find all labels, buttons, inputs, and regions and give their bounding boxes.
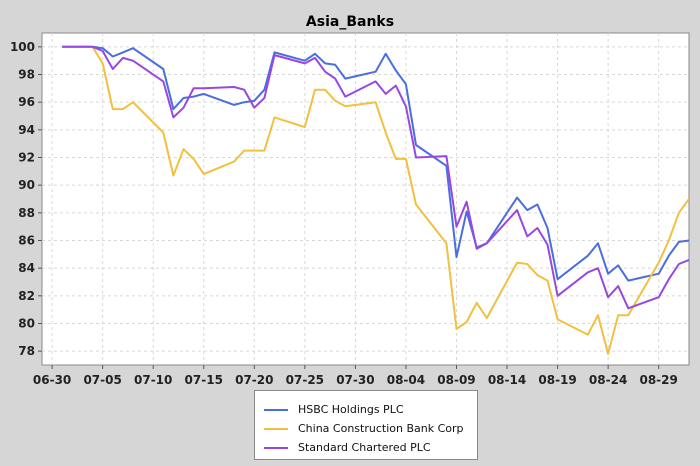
legend-swatch-ccb bbox=[264, 427, 288, 430]
y-tick-label: 82 bbox=[18, 289, 35, 303]
y-tick-label: 90 bbox=[18, 178, 35, 192]
y-tick-label: 92 bbox=[18, 151, 35, 165]
series-line-0 bbox=[62, 45, 690, 282]
axes: 06-30 07-05 07-10 07-15 07-20 07-25 07-30 08-04… bbox=[10, 40, 678, 387]
legend-swatch-hsbc bbox=[264, 408, 288, 411]
legend-item-ccb: China Construction Bank Corp bbox=[255, 419, 477, 438]
x-tick-label: 08-19 bbox=[538, 373, 576, 387]
y-tick-label: 78 bbox=[18, 344, 35, 358]
x-tick-label: 07-20 bbox=[235, 373, 273, 387]
x-tick-label: 07-05 bbox=[83, 373, 121, 387]
y-tick-label: 88 bbox=[18, 206, 35, 220]
legend-swatch-standard-chartered bbox=[264, 446, 288, 449]
series-layer bbox=[62, 45, 690, 355]
chart-title: Asia_Banks bbox=[305, 14, 395, 30]
y-tick-label: 94 bbox=[18, 123, 35, 137]
legend-label-ccb: China Construction Bank Corp bbox=[298, 422, 464, 435]
x-tick-label: 08-24 bbox=[589, 373, 627, 387]
legend: HSBC Holdings PLC China Construction Ban… bbox=[254, 390, 478, 460]
y-tick-label: 84 bbox=[18, 261, 35, 275]
x-tick-label: 07-30 bbox=[336, 373, 374, 387]
x-tick-label: 08-29 bbox=[639, 373, 677, 387]
legend-item-standard-chartered: Standard Chartered PLC bbox=[255, 438, 477, 457]
x-tick-label: 06-30 bbox=[33, 373, 71, 387]
y-tick-label: 96 bbox=[18, 95, 35, 109]
x-tick-label: 08-04 bbox=[387, 373, 425, 387]
legend-label-hsbc: HSBC Holdings PLC bbox=[298, 403, 404, 416]
x-tick-label: 07-25 bbox=[286, 373, 324, 387]
y-tick-label: 98 bbox=[18, 68, 35, 82]
series-line-2 bbox=[62, 45, 690, 310]
y-tick-label: 80 bbox=[18, 317, 35, 331]
grid-lines bbox=[42, 33, 689, 365]
legend-label-standard-chartered: Standard Chartered PLC bbox=[298, 441, 431, 454]
x-tick-label: 08-14 bbox=[488, 373, 526, 387]
series-line-1 bbox=[62, 45, 690, 355]
x-tick-label: 07-15 bbox=[185, 373, 223, 387]
y-tick-label: 100 bbox=[10, 40, 35, 54]
x-tick-label: 08-09 bbox=[437, 373, 475, 387]
y-tick-label: 86 bbox=[18, 234, 35, 248]
x-tick-label: 07-10 bbox=[134, 373, 172, 387]
legend-item-hsbc: HSBC Holdings PLC bbox=[255, 400, 477, 419]
plot-area bbox=[41, 32, 690, 366]
